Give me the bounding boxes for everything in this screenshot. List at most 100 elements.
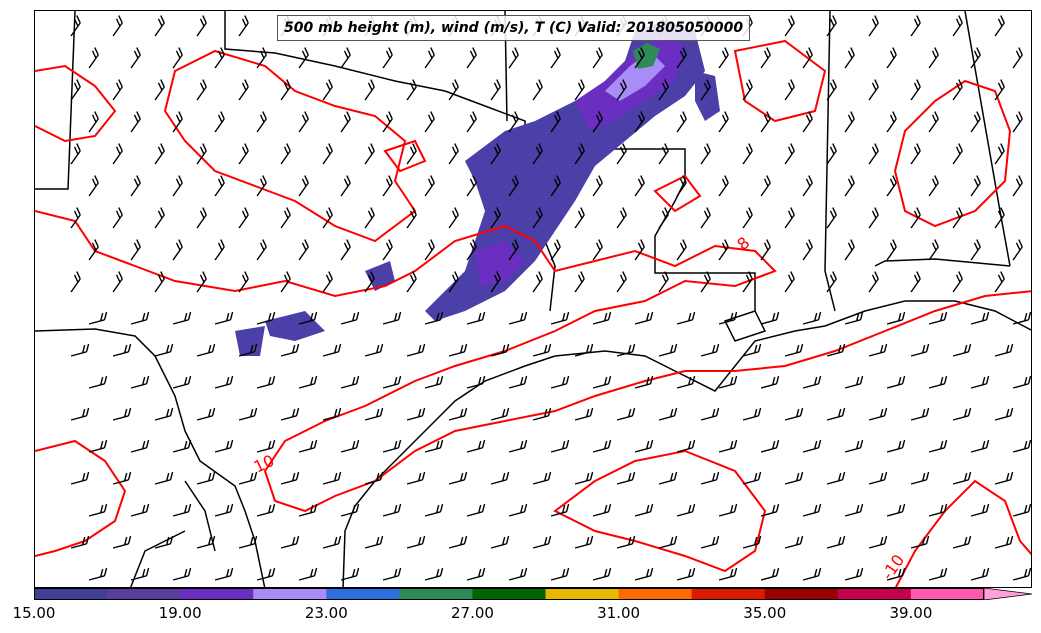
wind-barb [256, 375, 276, 389]
wind-barb [802, 439, 822, 453]
wind-barb [742, 471, 762, 485]
wind-barb [994, 79, 1005, 101]
wind-barb [826, 407, 846, 421]
wind-barb [760, 567, 780, 581]
wind-barb [718, 111, 729, 133]
wind-barb [130, 503, 150, 517]
wind-barb [298, 439, 318, 453]
wind-barb [70, 343, 90, 357]
wind-barb [910, 79, 921, 101]
wind-barb [340, 567, 360, 581]
wind-barb [700, 535, 720, 549]
wind-barb [424, 239, 435, 261]
wind-barb [172, 439, 192, 453]
wind-barb [634, 375, 654, 389]
wind-barb [70, 535, 90, 549]
wind-barb [868, 15, 879, 37]
wind-barb [466, 311, 486, 325]
wind-barb [280, 143, 291, 165]
wind-barb [886, 439, 906, 453]
wind-barb [826, 271, 837, 293]
wind-barb [970, 567, 990, 581]
wind-barb [658, 207, 669, 229]
wind-barb [298, 47, 309, 69]
wind-barb [844, 175, 855, 197]
wind-barb [742, 407, 762, 421]
wind-barb [382, 175, 393, 197]
wind-barb [994, 535, 1014, 549]
wind-barb [238, 271, 249, 293]
wind-barb [616, 535, 636, 549]
wind-barb [844, 439, 864, 453]
wind-barb [466, 503, 486, 517]
wind-barb [970, 375, 990, 389]
colorbar-segment [34, 588, 108, 600]
wind-barb [994, 15, 1005, 37]
wind-barb [760, 375, 780, 389]
wind-barb [130, 47, 141, 69]
wind-barb [214, 567, 234, 581]
wind-barb [886, 239, 897, 261]
wind-barb [280, 79, 291, 101]
wind-barb [406, 143, 417, 165]
wind-barb [550, 311, 570, 325]
wind-barb [886, 567, 906, 581]
wind-barb [592, 439, 612, 453]
wind-barb [634, 111, 645, 133]
wind-barb [784, 271, 795, 293]
wind-barb [802, 503, 822, 517]
wind-barb [298, 503, 318, 517]
colorbar-segment [837, 588, 912, 600]
wind-barb [532, 407, 552, 421]
wind-barb [508, 111, 519, 133]
state-boundaries [35, 11, 1031, 587]
wind-barb [508, 175, 519, 197]
wind-barb [886, 311, 906, 325]
wind-barb [70, 79, 81, 101]
wind-barb [448, 271, 459, 293]
wind-barb [550, 175, 561, 197]
wind-barb [994, 207, 1005, 229]
wind-barb [508, 47, 519, 69]
colorbar-tick-label: 31.00 [597, 604, 641, 622]
wind-barb [910, 207, 921, 229]
contour-label-10: 10 [251, 451, 277, 477]
wind-barb [1031, 80, 1032, 100]
wind-barb [676, 175, 687, 197]
wind-barb [742, 143, 753, 165]
wind-barb [928, 175, 939, 197]
wind-barb [616, 271, 627, 293]
wind-barb [214, 375, 234, 389]
wind-barb [130, 439, 150, 453]
wind-barb [1031, 16, 1032, 36]
wind-barb [760, 311, 780, 325]
wind-barb [172, 375, 192, 389]
wind-barb [700, 471, 720, 485]
wind-barb [784, 535, 804, 549]
wind-barb [952, 407, 972, 421]
wind-barb [172, 567, 192, 581]
wind-barb [802, 175, 813, 197]
wind-barb [340, 503, 360, 517]
colorbar-segment [545, 588, 620, 600]
wind-barb [238, 207, 249, 229]
wind-barb [322, 79, 333, 101]
wind-barb [256, 47, 267, 69]
wind-barb [280, 343, 300, 357]
wind-barb [466, 175, 477, 197]
colorbar-segment [180, 588, 254, 600]
wind-barb [322, 271, 333, 293]
wind-barb [238, 15, 249, 37]
wind-barb [658, 79, 669, 101]
wind-barb [322, 535, 342, 549]
wind-barb [658, 407, 678, 421]
wind-barb [700, 271, 711, 293]
wind-barb [340, 47, 351, 69]
wind-barb [154, 207, 165, 229]
wind-barb [448, 143, 459, 165]
wind-barb [676, 439, 696, 453]
map-panel: 10 8 -10 [34, 10, 1032, 588]
wind-barb [718, 567, 738, 581]
wind-barb [868, 207, 879, 229]
wind-barb [154, 79, 165, 101]
